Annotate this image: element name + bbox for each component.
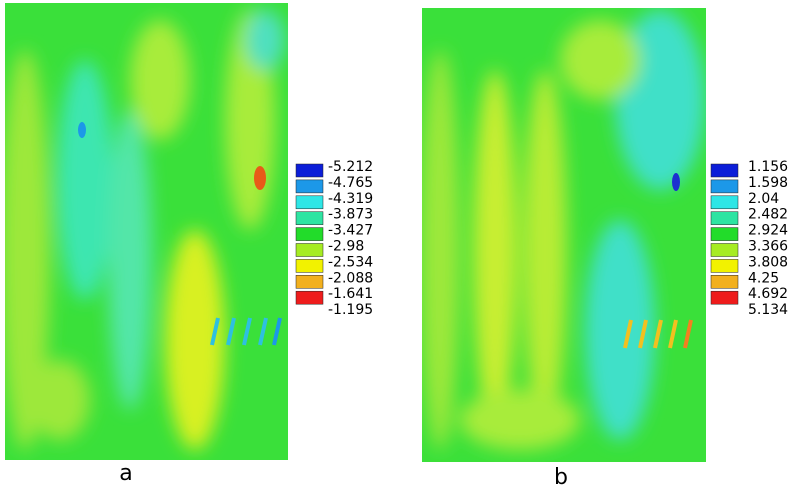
contour-field	[5, 3, 288, 460]
legend-swatch	[710, 227, 739, 241]
legend-swatch	[710, 163, 739, 178]
legend-swatch	[710, 259, 739, 273]
contour-field	[422, 8, 706, 462]
legend-label: -5.212	[328, 159, 373, 175]
panel-label: b	[554, 465, 568, 490]
legend-swatch	[295, 227, 324, 241]
stripe-set	[210, 317, 693, 349]
legend-label: 2.482	[748, 207, 788, 223]
legend-label: 4.25	[748, 270, 779, 286]
legend-label: -1.195	[328, 302, 373, 318]
legend-swatch	[295, 243, 324, 257]
legend-label: -4.319	[328, 191, 373, 207]
legend-label: 2.04	[748, 191, 779, 207]
legend-swatch	[295, 179, 324, 194]
legend-swatch	[295, 163, 324, 178]
legend-label: -4.765	[328, 175, 373, 191]
legend-swatch	[295, 195, 324, 210]
legend-swatch	[295, 259, 324, 273]
legend-label: 4.692	[748, 286, 788, 302]
legend-swatch	[710, 275, 739, 289]
legend-label: -3.873	[328, 207, 373, 223]
legend-label: -2.534	[328, 254, 373, 270]
legend-label: -1.641	[328, 286, 373, 302]
legend-swatch	[295, 275, 324, 289]
legend-swatch	[710, 243, 739, 257]
legend-swatch	[710, 179, 739, 194]
legend-label: -3.427	[328, 223, 373, 239]
legend-label: 3.808	[748, 254, 788, 270]
panel-label: a	[119, 461, 132, 486]
legend-swatch	[710, 195, 739, 210]
legend-label: 2.924	[748, 223, 788, 239]
legend-label: 1.156	[748, 159, 788, 175]
legend-swatch	[710, 290, 739, 305]
legend-label: 3.366	[748, 239, 788, 255]
legend-label: 1.598	[748, 175, 788, 191]
legend-label: -2.98	[328, 239, 364, 255]
legend-label: 5.134	[748, 302, 788, 318]
legend-swatch	[295, 211, 324, 225]
legend-swatch	[710, 211, 739, 225]
legend-label: -2.088	[328, 270, 373, 286]
legend-swatch	[295, 290, 324, 305]
